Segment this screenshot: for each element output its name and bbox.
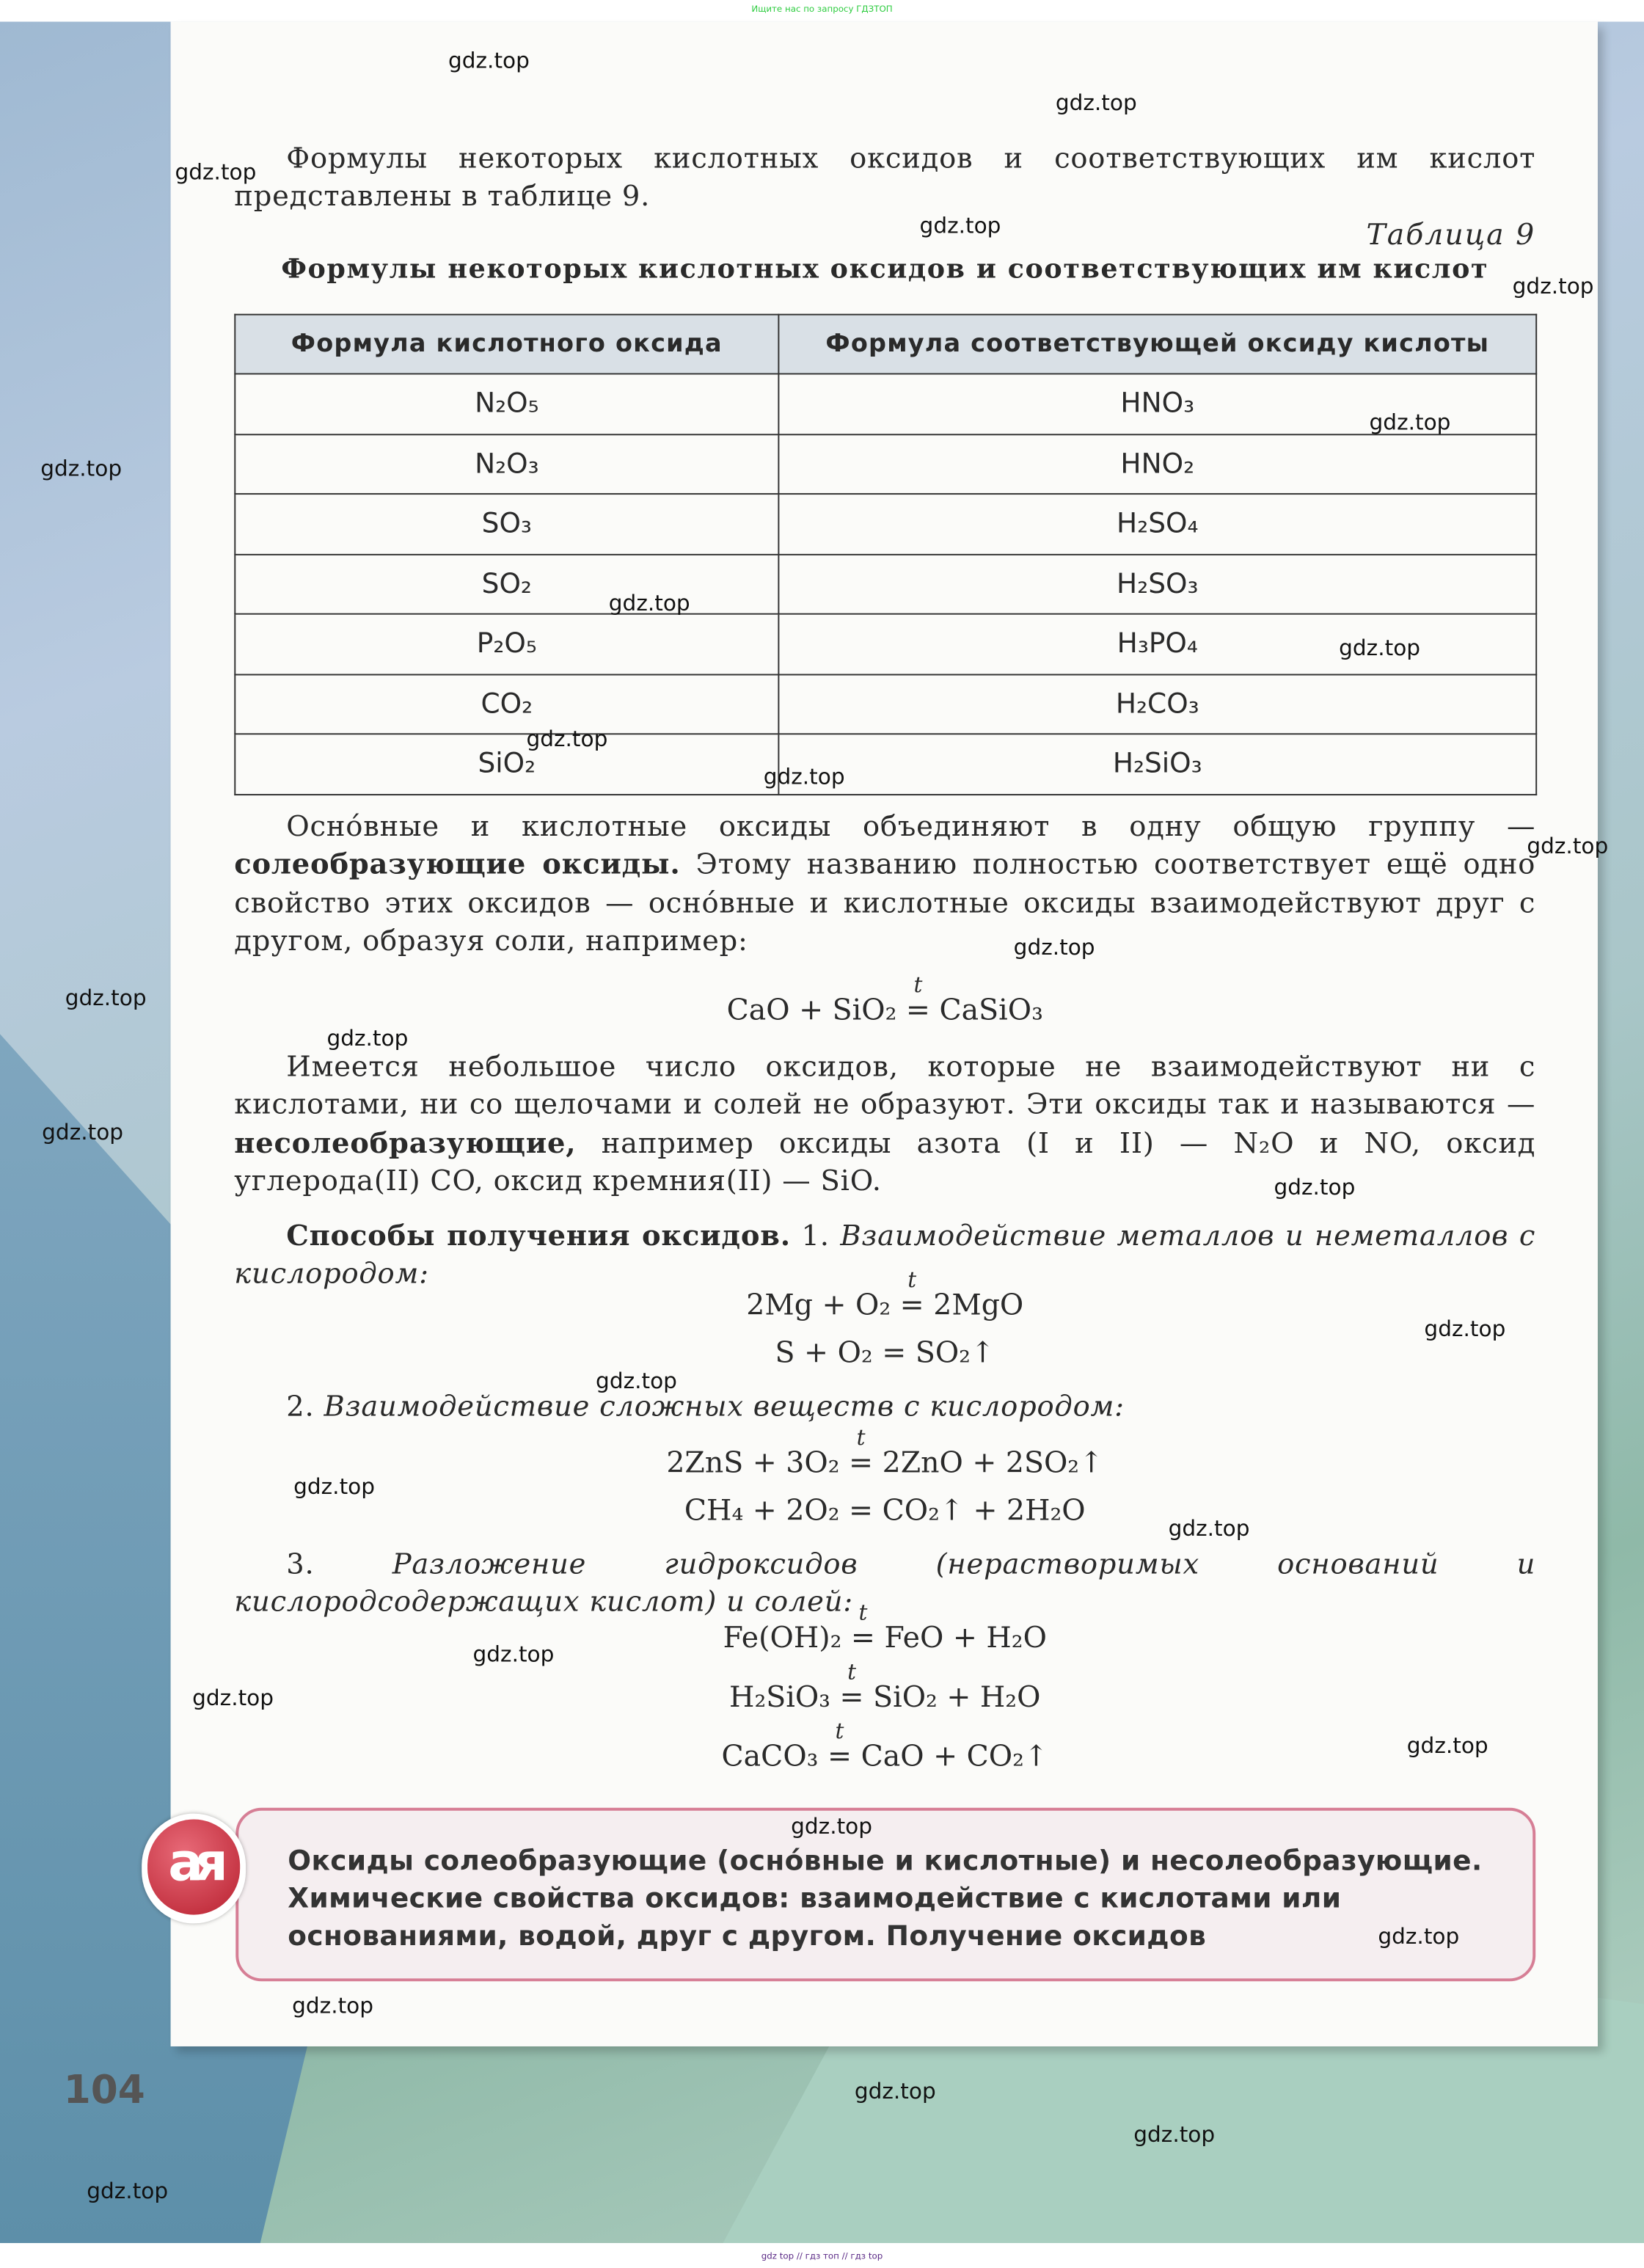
- acid-formula: H₂SO₃: [778, 553, 1538, 615]
- oxide-formula: N₂O₅: [234, 373, 780, 435]
- watermark: gdz.top: [326, 1025, 409, 1051]
- page-number: 104: [63, 2068, 145, 2113]
- watermark: gdz.top: [1406, 1732, 1488, 1759]
- table-row: CO₂ H₂CO₃: [234, 673, 1538, 735]
- equation-feoh2: Fe(OH)₂ t = FeO + H₂O: [723, 1599, 1047, 1655]
- watermark: gdz.top: [1274, 1174, 1356, 1200]
- watermark: gdz.top: [40, 455, 123, 482]
- equation-mg: 2Mg + O₂ t = 2MgO: [746, 1266, 1024, 1322]
- equation-caco3: CaCO₃ t = CaO + CO₂↑: [721, 1718, 1048, 1773]
- acid-formula: HNO₂: [778, 433, 1538, 495]
- table-caption: Таблица 9: [1366, 216, 1536, 252]
- table-row: SO₂ H₂SO₃: [234, 553, 1538, 615]
- watermark: gdz.top: [293, 1473, 376, 1500]
- watermark: gdz.top: [65, 985, 147, 1011]
- summary-logo-icon: ая: [142, 1813, 246, 1924]
- equation-ch4: CH₄ + 2O₂ = CO₂↑ + 2H₂O: [684, 1492, 1086, 1528]
- equation-cao-sio2: CaO + SiO₂ t = CaSiO₃: [726, 971, 1043, 1027]
- watermark: gdz.top: [175, 158, 257, 186]
- watermark: gdz.top: [1339, 635, 1421, 661]
- summary-box: Оксиды солеобразующие (осно́вные и кисло…: [235, 1807, 1536, 1982]
- watermark: gdz.top: [192, 1685, 274, 1711]
- watermark: gdz.top: [596, 1368, 677, 1395]
- watermark: gdz.top: [1512, 273, 1594, 299]
- acid-formula: H₂SO₄: [778, 493, 1538, 555]
- watermark: gdz.top: [1168, 1515, 1250, 1542]
- watermark: gdz.top: [42, 1119, 124, 1146]
- watermark: gdz.top: [791, 1813, 873, 1840]
- watermark: gdz.top: [1424, 1316, 1506, 1343]
- table-row: SiO₂ H₂SiO₃: [234, 733, 1538, 795]
- oxide-formula: SO₂: [234, 553, 780, 615]
- equation-h2sio3: H₂SiO₃ t = SiO₂ + H₂O: [729, 1658, 1041, 1714]
- watermark: gdz.top: [1055, 90, 1137, 116]
- top-banner: Ищите нас по запросу ГДЗТОП: [0, 0, 1644, 22]
- bottom-banner: gdz top // гдз топ // гдз top: [0, 2243, 1644, 2268]
- table-row: P₂O₅ H₃PO₄: [234, 613, 1538, 675]
- acid-formula: H₂SiO₃: [778, 733, 1538, 795]
- table-row: SO₃ H₂SO₄: [234, 493, 1538, 555]
- oxide-formula: SiO₂: [234, 733, 780, 795]
- oxide-formula: N₂O₃: [234, 433, 780, 495]
- watermark: gdz.top: [854, 2078, 936, 2104]
- table-title: Формулы некоторых кислотных оксидов и со…: [281, 254, 1489, 285]
- table-header-row: Формула кислотного оксида Формула соотве…: [234, 313, 1538, 375]
- watermark: gdz.top: [608, 590, 690, 616]
- oxide-formula: P₂O₅: [234, 613, 780, 675]
- header-acid: Формула соответствующей оксиду кислоты: [778, 313, 1538, 375]
- watermark: gdz.top: [763, 763, 845, 790]
- watermark: gdz.top: [1013, 934, 1095, 960]
- paragraph-salt-forming: Осно́вные и кислотные оксиды объединяют …: [234, 809, 1536, 958]
- oxides-acids-table: Формула кислотного оксида Формула соотве…: [234, 313, 1538, 795]
- acid-formula: H₃PO₄: [778, 613, 1538, 675]
- watermark: gdz.top: [1527, 833, 1609, 859]
- watermark: gdz.top: [919, 212, 1001, 239]
- watermark: gdz.top: [292, 1993, 374, 2019]
- equation-zns: 2ZnS + 3O₂ t = 2ZnO + 2SO₂↑: [666, 1424, 1104, 1480]
- header-oxide: Формула кислотного оксида: [234, 313, 780, 375]
- paragraph-non-salt-forming: Имеется небольшое число оксидов, которые…: [234, 1049, 1536, 1197]
- watermark: gdz.top: [1369, 409, 1451, 436]
- watermark: gdz.top: [1378, 1923, 1460, 1950]
- watermark: gdz.top: [87, 2178, 169, 2204]
- watermark: gdz.top: [472, 1641, 555, 1668]
- watermark: gdz.top: [526, 726, 608, 752]
- oxide-formula: CO₂: [234, 673, 780, 735]
- intro-paragraph: Формулы некоторых кислотных оксидов и со…: [234, 142, 1536, 214]
- paragraph-method-3: 3. Разложение гидроксидов (нерастворимых…: [234, 1547, 1536, 1619]
- paragraph-method-2: 2. Взаимодействие сложных веществ с кисл…: [286, 1390, 1125, 1423]
- table-row: N₂O₃ HNO₂: [234, 433, 1538, 495]
- paragraph-methods: Способы получения оксидов. 1. Взаимодейс…: [234, 1219, 1536, 1291]
- table-row: N₂O₅ HNO₃: [234, 373, 1538, 435]
- equation-s: S + O₂ = SO₂↑: [775, 1335, 995, 1370]
- watermark: gdz.top: [448, 48, 530, 74]
- acid-formula: H₂CO₃: [778, 673, 1538, 735]
- watermark: gdz.top: [1133, 2121, 1216, 2148]
- oxide-formula: SO₃: [234, 493, 780, 555]
